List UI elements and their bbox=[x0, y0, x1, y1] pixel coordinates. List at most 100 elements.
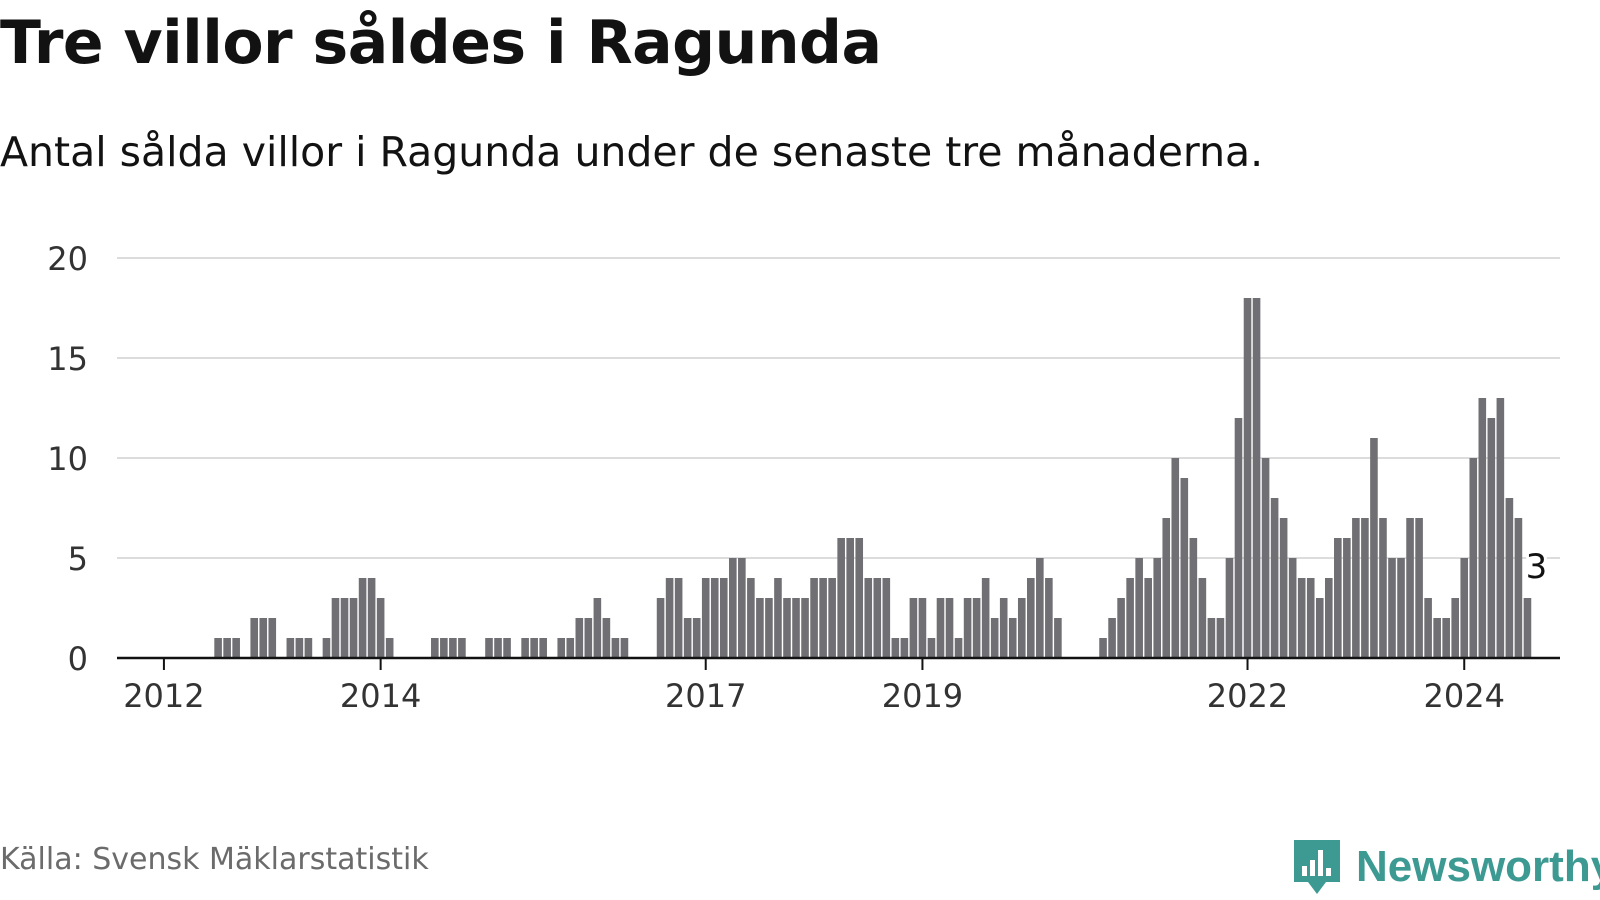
bar bbox=[620, 638, 629, 658]
bar bbox=[1117, 598, 1125, 658]
bar bbox=[783, 598, 791, 658]
bar bbox=[990, 618, 999, 658]
bar bbox=[223, 638, 231, 658]
x-tick-label: 2022 bbox=[1207, 677, 1288, 715]
bar bbox=[1261, 458, 1270, 658]
bar bbox=[882, 578, 891, 658]
bar bbox=[1315, 598, 1324, 658]
bar bbox=[837, 538, 845, 658]
bar bbox=[1017, 598, 1026, 658]
bar bbox=[710, 578, 719, 658]
y-tick-label: 10 bbox=[47, 440, 88, 478]
bar bbox=[756, 598, 764, 658]
bar bbox=[918, 598, 927, 658]
bar bbox=[1198, 578, 1207, 658]
bar bbox=[909, 598, 918, 658]
bar bbox=[232, 638, 240, 658]
bar bbox=[440, 638, 448, 658]
bar bbox=[1397, 558, 1405, 658]
bar bbox=[810, 578, 818, 658]
bar bbox=[214, 638, 222, 658]
bar bbox=[521, 638, 529, 658]
bar bbox=[349, 598, 358, 658]
bar bbox=[304, 638, 313, 658]
bar bbox=[665, 578, 674, 658]
bar bbox=[855, 538, 864, 658]
bar bbox=[1126, 578, 1134, 658]
x-tick-label: 2019 bbox=[882, 677, 963, 715]
bar bbox=[864, 578, 873, 658]
bar bbox=[999, 598, 1008, 658]
bar bbox=[1306, 578, 1315, 658]
annotations: 3 bbox=[1523, 544, 1551, 590]
bar bbox=[458, 638, 466, 658]
bar bbox=[729, 558, 737, 658]
bar bbox=[936, 598, 945, 658]
bar bbox=[1460, 558, 1469, 658]
bar bbox=[1487, 418, 1496, 658]
bar bbox=[1099, 638, 1107, 658]
bar bbox=[1478, 398, 1487, 658]
gridlines bbox=[117, 257, 1560, 559]
bar bbox=[1288, 558, 1297, 658]
bar bbox=[792, 598, 800, 658]
bar bbox=[1252, 298, 1261, 658]
bar bbox=[1451, 598, 1460, 658]
bar bbox=[1243, 298, 1252, 658]
bar bbox=[1270, 498, 1279, 658]
bar bbox=[828, 578, 836, 658]
bar bbox=[503, 638, 511, 658]
bar bbox=[1505, 498, 1514, 658]
x-axis-ticks: 2012 2014 2017 2019 2022 2024 bbox=[123, 658, 1505, 715]
y-tick-label: 15 bbox=[47, 340, 88, 378]
bar bbox=[602, 618, 611, 658]
bar bbox=[1324, 578, 1333, 658]
bar bbox=[1334, 538, 1342, 658]
bar bbox=[1442, 618, 1450, 658]
bar bbox=[1406, 518, 1414, 658]
bar bbox=[819, 578, 827, 658]
bar bbox=[331, 598, 340, 658]
bar bbox=[322, 638, 331, 658]
bar bbox=[530, 638, 538, 658]
bar bbox=[268, 618, 277, 658]
bar bbox=[557, 638, 566, 658]
bar bbox=[1135, 558, 1143, 658]
y-axis-ticks: 0 5 10 15 20 bbox=[47, 240, 88, 678]
bar bbox=[774, 578, 782, 658]
x-tick-label: 2017 bbox=[665, 677, 746, 715]
bar bbox=[1216, 618, 1225, 658]
bar bbox=[972, 598, 981, 658]
bar bbox=[1144, 578, 1152, 658]
x-tick-label: 2024 bbox=[1424, 677, 1505, 715]
chart-subtitle: Antal sålda villor i Ragunda under de se… bbox=[0, 128, 1264, 176]
bar bbox=[1361, 518, 1369, 658]
bar bbox=[1027, 578, 1035, 658]
bar bbox=[954, 638, 963, 658]
bar bbox=[1415, 518, 1423, 658]
y-tick-label: 20 bbox=[47, 240, 88, 278]
bar bbox=[376, 598, 385, 658]
bar bbox=[981, 578, 990, 658]
bar bbox=[1180, 478, 1189, 658]
bar bbox=[431, 638, 439, 658]
bar bbox=[286, 638, 295, 658]
bar bbox=[385, 638, 394, 658]
bar bbox=[1297, 578, 1306, 658]
bar bbox=[485, 638, 493, 658]
bar bbox=[900, 638, 909, 658]
highlight-value-label: 3 bbox=[1526, 547, 1548, 587]
x-tick-label: 2012 bbox=[123, 677, 204, 715]
brand-name: Newsworthy bbox=[1356, 842, 1600, 891]
bar bbox=[1379, 518, 1387, 658]
bar bbox=[674, 578, 683, 658]
bar bbox=[701, 578, 710, 658]
bar bbox=[539, 638, 547, 658]
bar bbox=[494, 638, 502, 658]
chart-title: Tre villor såldes i Ragunda bbox=[0, 8, 882, 78]
bar bbox=[1234, 418, 1243, 658]
bar bbox=[1523, 598, 1532, 658]
bar bbox=[927, 638, 936, 658]
bar bbox=[1162, 518, 1171, 658]
